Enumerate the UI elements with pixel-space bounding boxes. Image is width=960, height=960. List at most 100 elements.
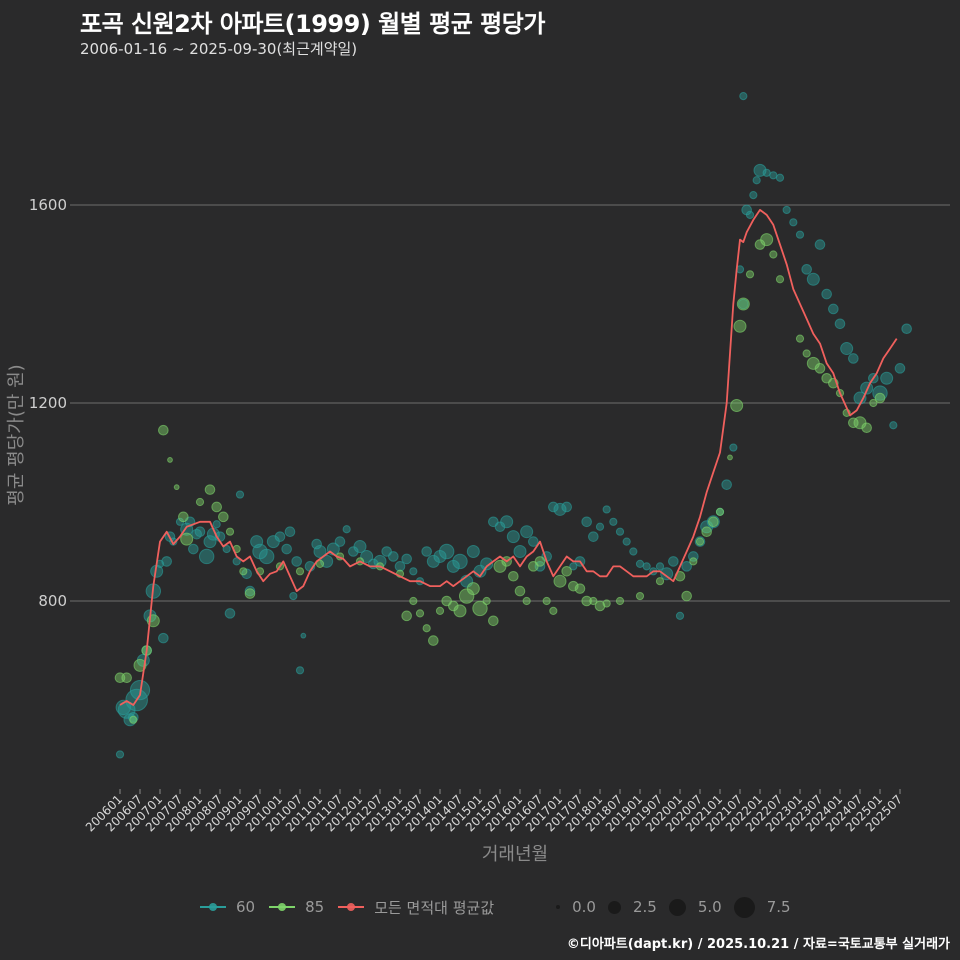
data-point-85 [422, 624, 431, 633]
data-point-60 [394, 561, 406, 572]
data-point-85 [218, 511, 229, 523]
data-point-85 [204, 484, 216, 495]
data-point-85 [727, 454, 733, 461]
data-point-60 [814, 239, 826, 250]
data-point-60 [494, 521, 506, 533]
legend-key-60-icon [200, 903, 226, 911]
data-point-60 [224, 608, 236, 619]
data-point-85 [129, 715, 138, 724]
data-point-60 [158, 632, 169, 644]
data-point-85 [760, 233, 774, 247]
data-point-85 [655, 577, 665, 586]
data-point-85 [795, 334, 805, 343]
data-point-60 [629, 547, 638, 556]
data-point-60 [561, 501, 572, 513]
data-point-60 [388, 551, 399, 562]
data-point-60 [212, 520, 221, 529]
data-point-85 [448, 600, 459, 612]
data-point-85 [689, 557, 698, 566]
data-point-85 [553, 574, 567, 588]
data-point-60 [615, 527, 625, 536]
data-point-85 [681, 590, 692, 602]
legend-item-average[interactable]: 모든 면적대 평균값 [338, 897, 494, 918]
data-point-85 [453, 604, 467, 618]
data-point-60 [244, 585, 256, 597]
data-point-60 [769, 171, 778, 180]
data-point-85 [435, 606, 445, 616]
size-dot-icon [556, 905, 561, 909]
data-point-60 [681, 561, 692, 572]
legend-key-85-icon [269, 903, 296, 911]
size-dot-icon [733, 896, 755, 918]
data-point-60 [188, 543, 199, 555]
data-point-60 [194, 526, 206, 538]
data-point-85 [561, 566, 572, 577]
data-point-60 [795, 230, 805, 239]
data-point-60 [706, 515, 720, 529]
data-point-85 [775, 275, 785, 284]
data-point-60 [452, 553, 468, 570]
legend-item-60[interactable]: 60 [200, 898, 255, 916]
data-point-85 [754, 239, 766, 250]
data-point-85 [180, 532, 194, 546]
data-point-85 [195, 497, 205, 507]
data-point-85 [568, 580, 579, 592]
data-point-85 [874, 392, 886, 404]
data-point-60 [749, 191, 758, 200]
footer-credit: ©디아파트(dapt.kr) / 2025.10.21 / 자료=국토교통부 실… [566, 937, 950, 952]
data-point-60 [334, 536, 346, 547]
data-point-60 [901, 323, 912, 335]
data-point-60 [421, 546, 432, 557]
data-point-60 [258, 548, 275, 565]
data-point-60 [762, 168, 771, 177]
data-point-85 [173, 484, 180, 491]
legend-key-average-icon [338, 903, 365, 911]
data-point-85 [488, 615, 499, 627]
data-point-60 [520, 525, 534, 539]
data-point-60 [668, 556, 679, 567]
data-point-60 [284, 526, 296, 538]
data-point-85 [211, 501, 222, 513]
data-point-60 [828, 303, 839, 315]
y-axis-ticks: 800 1200 1600 [29, 196, 75, 610]
data-point-60 [506, 530, 520, 544]
data-point-60 [274, 531, 286, 542]
data-point-60 [602, 505, 611, 514]
legend-item-85[interactable]: 85 [269, 898, 324, 916]
data-point-60 [821, 288, 832, 300]
data-point-85 [315, 559, 325, 568]
data-point-60 [291, 556, 302, 567]
data-point-85 [802, 349, 811, 358]
data-point-85 [848, 417, 859, 429]
data-point-85 [225, 527, 235, 536]
data-point-60 [635, 559, 645, 568]
size-legend-7-5: 7.5 [733, 896, 791, 918]
data-point-60 [775, 173, 785, 182]
data-point-85 [730, 398, 744, 412]
data-point-60 [738, 298, 749, 310]
data-point-85 [861, 422, 872, 434]
size-legend-5: 5.0 [668, 898, 722, 916]
data-point-60 [581, 516, 592, 528]
x-axis-label: 거래년월 [482, 844, 548, 865]
data-point-60 [721, 479, 732, 490]
data-point-60 [438, 543, 455, 560]
data-point-60 [840, 342, 854, 356]
size-legend-2-5: 2.5 [607, 898, 657, 916]
size-dot-icon [668, 898, 686, 916]
data-points [114, 92, 912, 759]
data-point-60 [295, 666, 305, 675]
data-point-85 [428, 635, 439, 646]
data-point-85 [534, 556, 546, 567]
legend-label: 60 [236, 898, 256, 916]
data-point-85 [745, 270, 755, 279]
gridlines [75, 204, 950, 602]
average-line [119, 209, 898, 706]
data-point-60 [161, 556, 172, 567]
data-point-60 [789, 218, 798, 227]
data-point-60 [553, 502, 567, 516]
data-point-85 [635, 591, 645, 601]
legend-label: 85 [305, 898, 325, 916]
data-point-60 [848, 353, 859, 364]
data-point-60 [609, 517, 618, 526]
